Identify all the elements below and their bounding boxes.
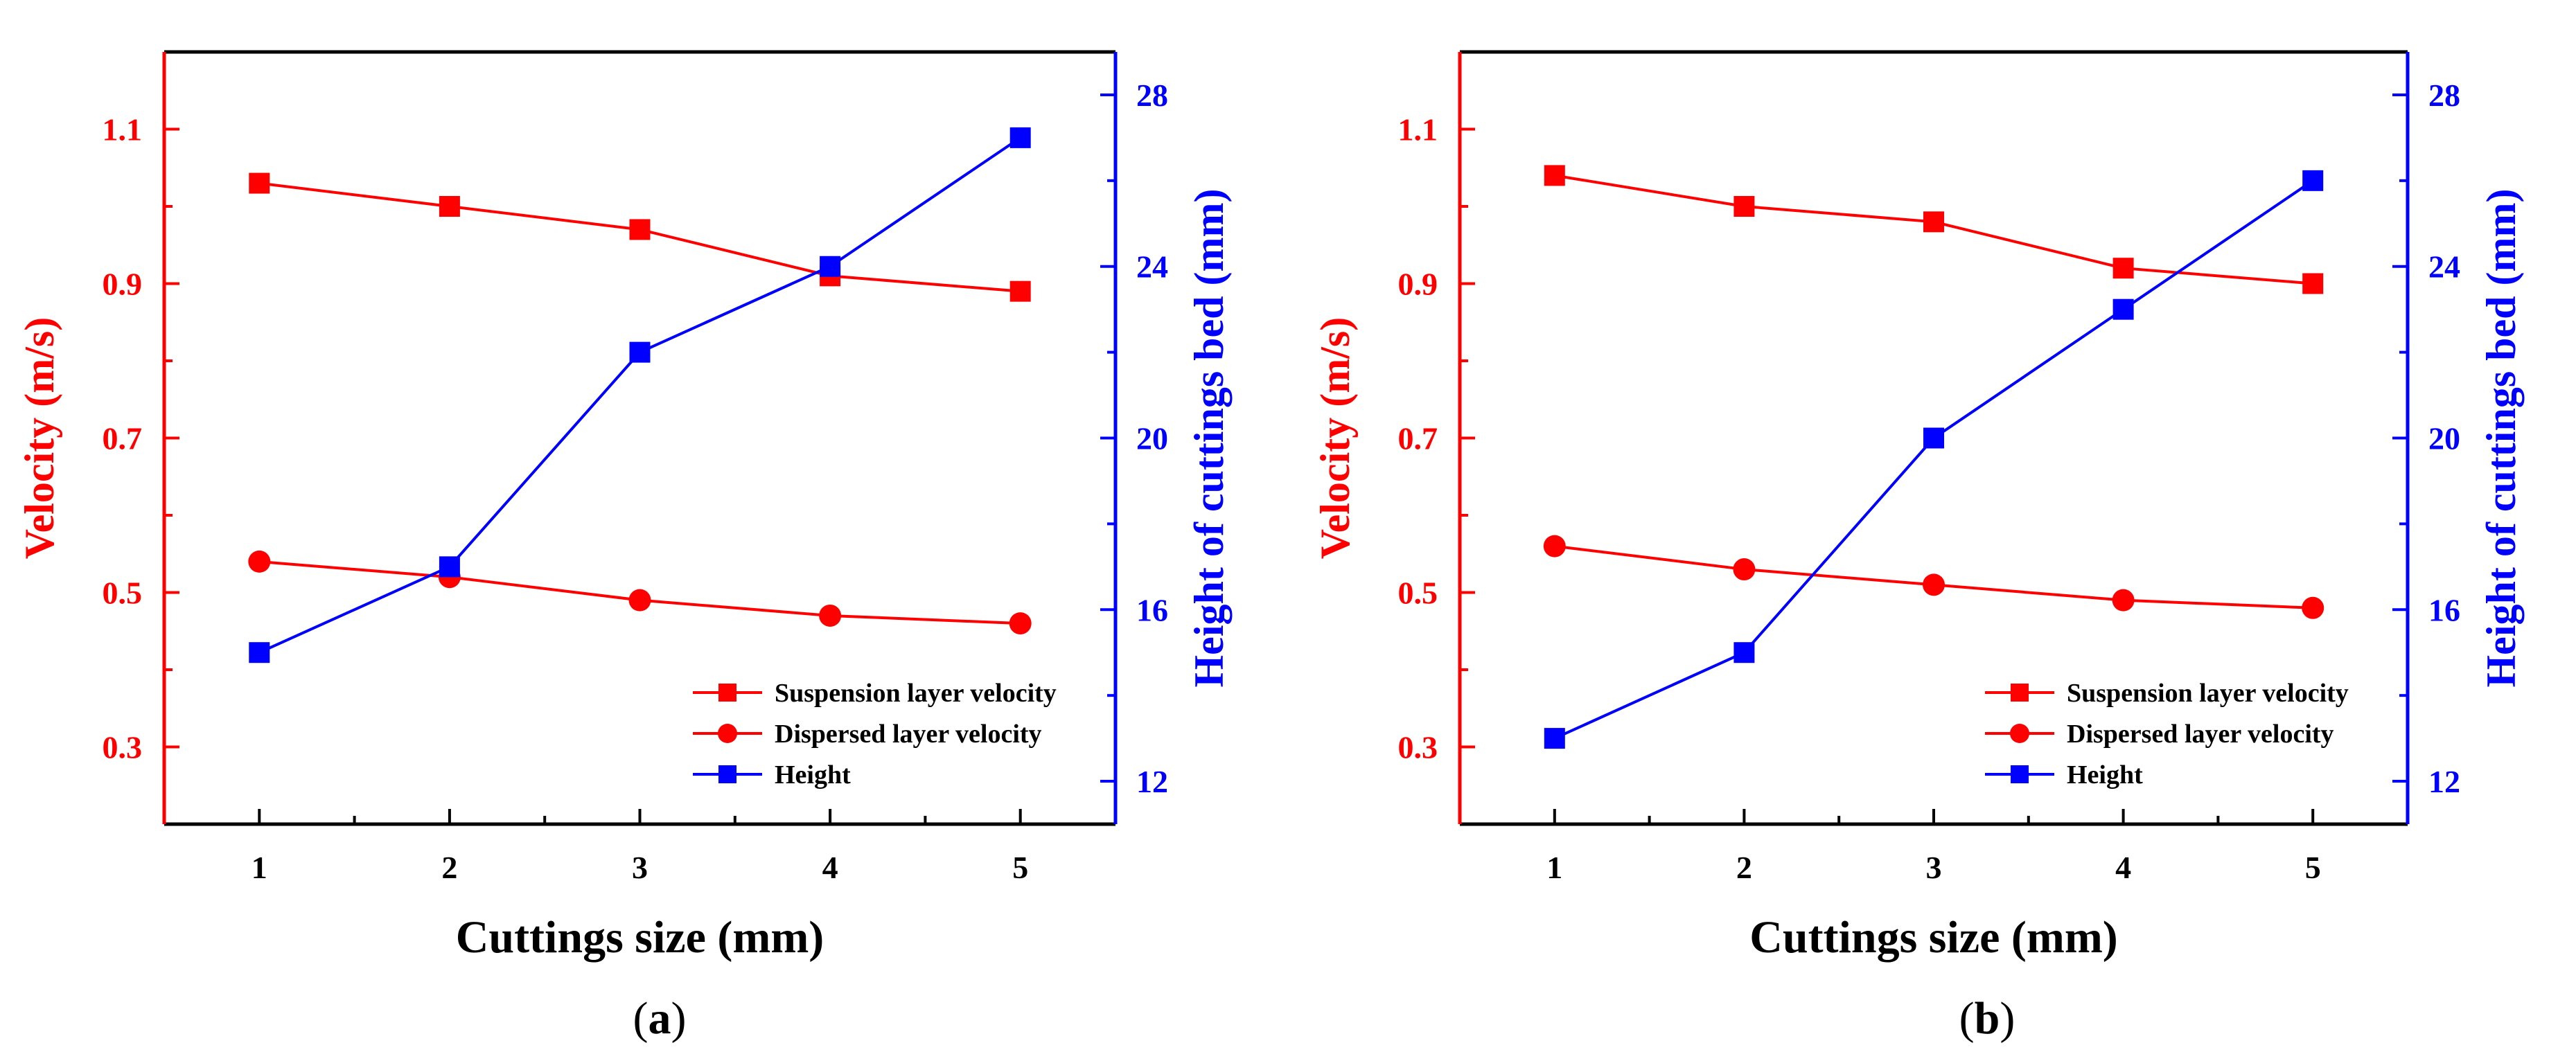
right-tick-label: 20 bbox=[2428, 421, 2460, 456]
right-axis-title: Height of cuttings bed (mm) bbox=[1186, 189, 1232, 688]
legend-item: Height bbox=[693, 760, 851, 790]
data-point bbox=[1923, 211, 1944, 233]
legend-marker bbox=[718, 724, 737, 743]
x-tick-label: 4 bbox=[2115, 850, 2131, 885]
data-point bbox=[629, 341, 651, 363]
x-tick-label: 2 bbox=[441, 850, 457, 885]
legend-item: Dispersed layer velocity bbox=[1985, 720, 2334, 749]
series-line-2 bbox=[1553, 179, 2314, 740]
legend-label: Suspension layer velocity bbox=[775, 679, 1057, 708]
legend-marker bbox=[718, 684, 736, 702]
data-point bbox=[1733, 642, 1755, 663]
data-point bbox=[1923, 573, 1945, 596]
data-point bbox=[1544, 165, 1565, 186]
x-tick-label: 1 bbox=[252, 850, 267, 885]
right-tick-label: 16 bbox=[2428, 592, 2460, 627]
data-point bbox=[249, 172, 270, 194]
x-tick-label: 5 bbox=[1012, 850, 1028, 885]
legend-marker bbox=[2011, 684, 2029, 702]
data-point bbox=[2112, 258, 2134, 279]
x-axis-title: Cuttings size (mm) bbox=[1749, 912, 2118, 963]
left-tick-label: 0.9 bbox=[1398, 267, 1438, 302]
x-tick-label: 1 bbox=[1546, 850, 1562, 885]
right-tick-label: 28 bbox=[1136, 78, 1168, 113]
data-point bbox=[1733, 558, 1756, 581]
left-tick-label: 0.3 bbox=[103, 730, 143, 765]
left-tick-label: 0.5 bbox=[103, 576, 143, 611]
left-tick-label: 0.9 bbox=[103, 267, 143, 302]
data-point bbox=[1544, 728, 1565, 749]
legend-label: Height bbox=[2067, 760, 2143, 790]
legend-label: Suspension layer velocity bbox=[2067, 679, 2349, 708]
caption-letter: a bbox=[649, 993, 671, 1044]
right-tick-label: 12 bbox=[1136, 764, 1168, 799]
panel-caption: (b) bbox=[1959, 993, 2015, 1044]
right-tick-label: 20 bbox=[1136, 421, 1168, 456]
legend-label: Dispersed layer velocity bbox=[2067, 720, 2334, 749]
left-tick-label: 0.5 bbox=[1398, 576, 1438, 611]
right-tick-label: 12 bbox=[2428, 764, 2460, 799]
right-tick-label: 16 bbox=[1136, 592, 1168, 627]
right-tick-label: 24 bbox=[1136, 249, 1168, 285]
left-axis-title: Velocity (m/s) bbox=[1312, 317, 1358, 559]
legend-item: Height bbox=[1985, 760, 2143, 790]
left-tick-label: 1.1 bbox=[1398, 112, 1438, 148]
right-tick-label: 24 bbox=[2428, 249, 2460, 285]
legend-marker bbox=[2011, 765, 2029, 783]
data-point bbox=[1009, 612, 1032, 635]
legend-marker bbox=[2010, 724, 2029, 743]
legend-item: Suspension layer velocity bbox=[1985, 679, 2349, 708]
legend-label: Dispersed layer velocity bbox=[775, 720, 1042, 749]
right-axis-title: Height of cuttings bed (mm) bbox=[2478, 189, 2524, 688]
data-point bbox=[2302, 170, 2324, 191]
left-tick-label: 0.7 bbox=[103, 421, 143, 456]
data-point bbox=[249, 642, 270, 663]
caption-open-paren: ( bbox=[1959, 993, 1975, 1044]
left-tick-label: 0.3 bbox=[1398, 730, 1438, 765]
data-point bbox=[439, 556, 460, 578]
data-point bbox=[2112, 589, 2135, 612]
legend-label: Height bbox=[775, 760, 851, 790]
right-tick-label: 28 bbox=[2428, 78, 2460, 113]
data-point bbox=[1923, 427, 1944, 449]
left-tick-label: 0.7 bbox=[1398, 421, 1438, 456]
x-tick-label: 3 bbox=[632, 850, 648, 885]
data-point bbox=[1009, 127, 1031, 148]
legend-item: Suspension layer velocity bbox=[693, 679, 1057, 708]
data-point bbox=[2112, 298, 2134, 320]
x-tick-label: 5 bbox=[2305, 850, 2321, 885]
left-axis-title: Velocity (m/s) bbox=[17, 317, 62, 559]
series-line-2 bbox=[258, 136, 1021, 654]
data-point bbox=[2302, 273, 2324, 294]
left-tick-label: 1.1 bbox=[103, 112, 143, 148]
data-point bbox=[628, 589, 651, 612]
data-point bbox=[819, 604, 842, 627]
legend-item: Dispersed layer velocity bbox=[693, 720, 1042, 749]
x-axis-title: Cuttings size (mm) bbox=[456, 912, 824, 963]
caption-letter: b bbox=[1975, 993, 2000, 1044]
data-point bbox=[1733, 196, 1755, 217]
x-tick-label: 3 bbox=[1926, 850, 1942, 885]
data-point bbox=[248, 550, 271, 573]
caption-close-paren: ) bbox=[671, 993, 687, 1044]
data-point bbox=[439, 196, 460, 217]
data-point bbox=[820, 256, 841, 277]
x-tick-label: 2 bbox=[1736, 850, 1752, 885]
panel-caption: (a) bbox=[633, 993, 687, 1044]
data-point bbox=[1543, 535, 1566, 558]
data-point bbox=[629, 219, 651, 240]
data-point bbox=[2302, 596, 2324, 619]
x-tick-label: 4 bbox=[822, 850, 838, 885]
data-point bbox=[1009, 280, 1031, 302]
caption-close-paren: ) bbox=[2000, 993, 2015, 1044]
legend-marker bbox=[718, 765, 736, 783]
caption-open-paren: ( bbox=[633, 993, 649, 1044]
